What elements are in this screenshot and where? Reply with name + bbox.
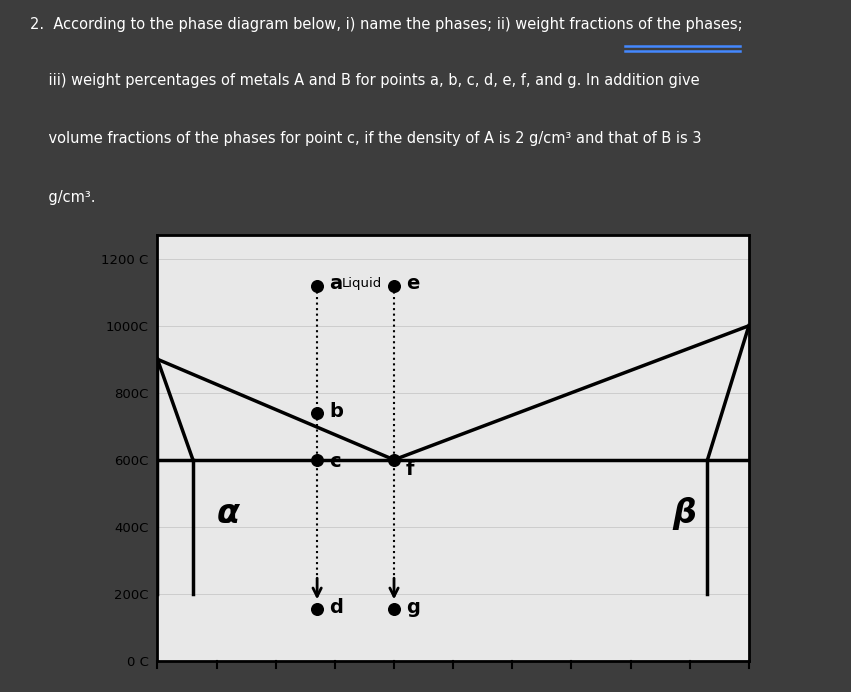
Point [387, 603, 401, 614]
Text: f: f [406, 460, 414, 480]
Text: e: e [406, 274, 420, 293]
Text: Liquid: Liquid [342, 277, 382, 291]
Point [311, 408, 324, 419]
Text: iii) weight percentages of metals A and B for points a, b, c, d, e, f, and g. In: iii) weight percentages of metals A and … [30, 73, 700, 88]
Text: β: β [672, 497, 696, 530]
Point [387, 454, 401, 465]
Text: g/cm³.: g/cm³. [30, 190, 95, 206]
Point [311, 280, 324, 291]
Point [387, 280, 401, 291]
Text: volume fractions of the phases for point c, if the density of A is 2 g/cm³ and t: volume fractions of the phases for point… [30, 131, 701, 147]
Point [311, 603, 324, 614]
Text: b: b [329, 402, 343, 421]
Point [311, 454, 324, 465]
Text: 2.  According to the phase diagram below, i) name the phases; ii) weight fractio: 2. According to the phase diagram below,… [30, 17, 742, 33]
Text: α: α [217, 497, 240, 530]
Text: a: a [329, 274, 342, 293]
Text: g: g [406, 598, 420, 617]
Text: c: c [329, 452, 340, 471]
Text: d: d [329, 598, 343, 617]
